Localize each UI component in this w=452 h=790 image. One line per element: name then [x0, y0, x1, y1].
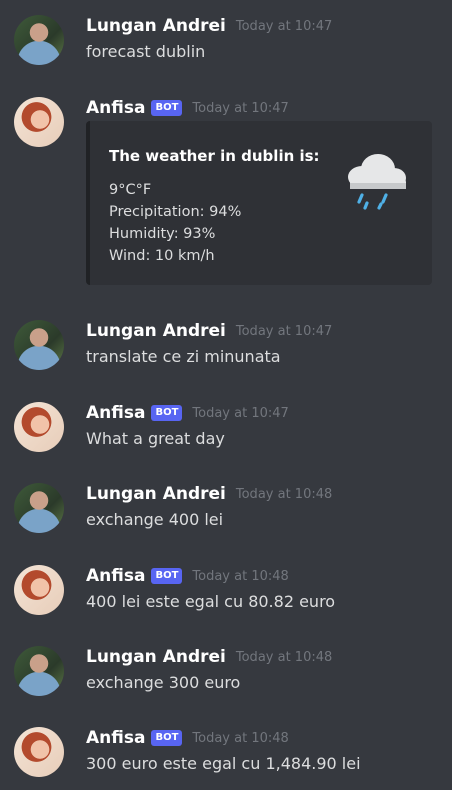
message-text: forecast dublin — [86, 42, 205, 61]
bot-badge: BOT — [151, 405, 182, 421]
message-text: translate ce zi minunata — [86, 347, 281, 366]
bot-badge: BOT — [151, 100, 182, 116]
message-text: What a great day — [86, 429, 225, 448]
message-text: exchange 400 lei — [86, 510, 223, 529]
author-name[interactable]: Lungan Andrei — [86, 321, 226, 341]
timestamp: Today at 10:48 — [192, 569, 288, 584]
author-name[interactable]: Lungan Andrei — [86, 647, 226, 667]
embed-title: The weather in dublin is: — [109, 147, 320, 165]
message-text: 400 lei este egal cu 80.82 euro — [86, 592, 335, 611]
message-text: 300 euro este egal cu 1,484.90 lei — [86, 754, 361, 773]
embed-precipitation: Precipitation: 94% — [109, 201, 241, 223]
avatar[interactable] — [14, 646, 64, 696]
author-name[interactable]: Anfisa — [86, 728, 145, 748]
avatar[interactable] — [14, 97, 64, 147]
timestamp: Today at 10:48 — [236, 650, 332, 665]
timestamp: Today at 10:47 — [192, 406, 288, 421]
timestamp: Today at 10:47 — [236, 19, 332, 34]
author-name[interactable]: Anfisa — [86, 98, 145, 118]
embed-temperature: 9°C°F — [109, 179, 241, 201]
weather-embed: The weather in dublin is: 9°C°F Precipit… — [86, 121, 432, 285]
avatar[interactable] — [14, 320, 64, 370]
avatar[interactable] — [14, 727, 64, 777]
avatar[interactable] — [14, 565, 64, 615]
avatar[interactable] — [14, 402, 64, 452]
timestamp: Today at 10:47 — [192, 101, 288, 116]
timestamp: Today at 10:48 — [192, 731, 288, 746]
author-name[interactable]: Anfisa — [86, 566, 145, 586]
avatar[interactable] — [14, 15, 64, 65]
message-text: exchange 300 euro — [86, 673, 240, 692]
author-name[interactable]: Lungan Andrei — [86, 16, 226, 36]
timestamp: Today at 10:48 — [236, 487, 332, 502]
rain-cloud-icon — [340, 147, 410, 211]
bot-badge: BOT — [151, 730, 182, 746]
author-name[interactable]: Lungan Andrei — [86, 484, 226, 504]
timestamp: Today at 10:47 — [236, 324, 332, 339]
embed-wind: Wind: 10 km/h — [109, 245, 241, 267]
avatar[interactable] — [14, 483, 64, 533]
bot-badge: BOT — [151, 568, 182, 584]
embed-humidity: Humidity: 93% — [109, 223, 241, 245]
author-name[interactable]: Anfisa — [86, 403, 145, 423]
